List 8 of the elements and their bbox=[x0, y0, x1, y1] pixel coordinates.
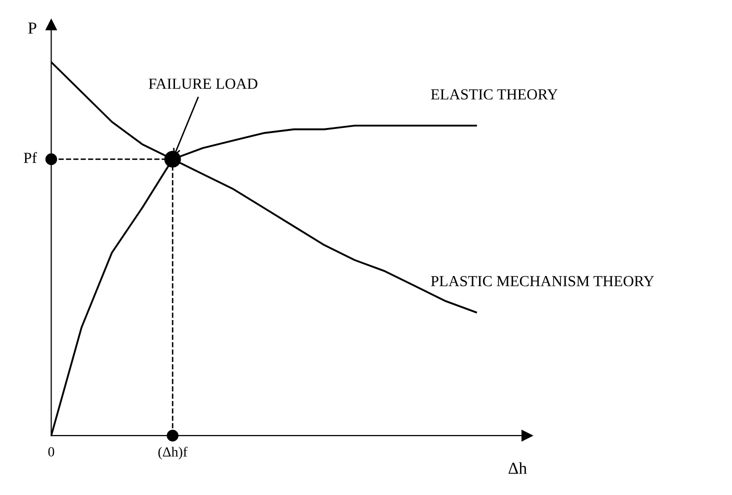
x-tick-label: (Δh)f bbox=[158, 446, 188, 460]
ref-line-label: Pf bbox=[24, 152, 37, 163]
series-label: PLASTIC MECHANISM THEORY bbox=[430, 276, 654, 286]
series-label: ELASTIC THEORY bbox=[430, 89, 558, 100]
x-axis-title: Δh bbox=[508, 462, 527, 474]
annotation: FAILURE LOAD bbox=[148, 78, 258, 89]
x-tick-label: 0 bbox=[48, 447, 54, 456]
y-axis-title: P bbox=[28, 22, 36, 34]
